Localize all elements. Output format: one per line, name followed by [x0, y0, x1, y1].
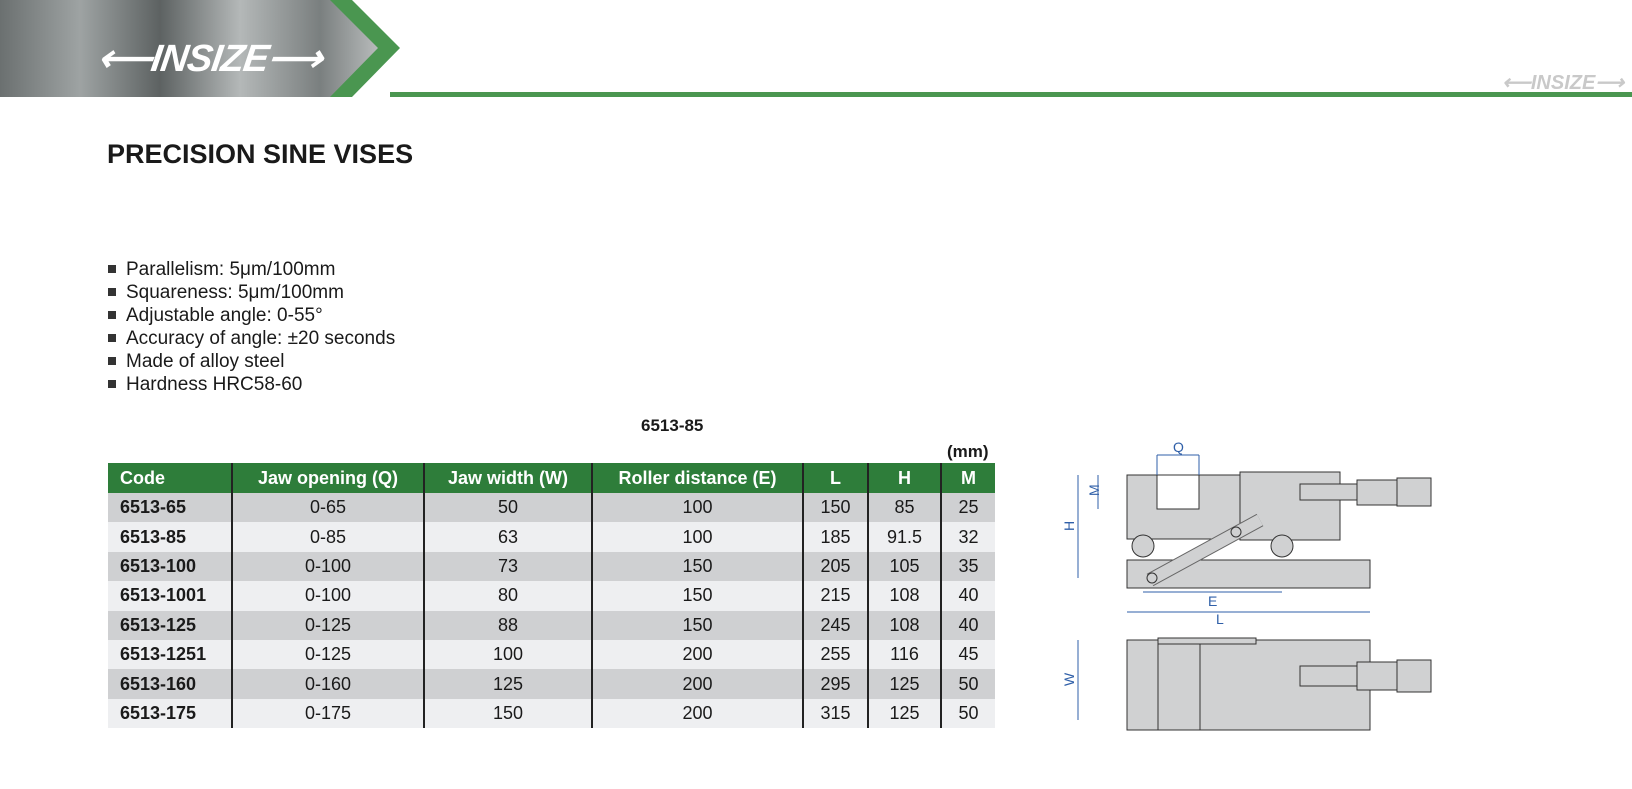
feature-item: Made of alloy steel [108, 350, 395, 373]
table-cell: 150 [591, 551, 803, 582]
table-cell: 45 [940, 639, 995, 670]
table-cell: 108 [867, 610, 941, 640]
table-row: 6513-1001 0-100 80 150 215 108 40 [108, 581, 995, 611]
feature-item: Accuracy of angle: ±20 seconds [108, 327, 395, 350]
feature-item: Parallelism: 5μm/100mm [108, 258, 395, 281]
table-cell: 40 [940, 610, 995, 640]
column-header: H [867, 463, 941, 493]
label-q: Q [1173, 440, 1184, 455]
table-cell: 85 [867, 493, 941, 523]
table-cell: 6513-1001 [108, 581, 232, 611]
table-cell: 205 [802, 551, 868, 582]
table-cell: 150 [802, 493, 868, 523]
table-row: 6513-100 0-100 73 150 205 105 35 [108, 551, 995, 582]
table-cell: 50 [940, 698, 995, 729]
label-m: M [1086, 484, 1102, 496]
table-row: 6513-175 0-175 150 200 315 125 50 [108, 698, 995, 729]
table-cell: 0-85 [231, 522, 424, 552]
table-cell: 100 [423, 639, 592, 670]
table-cell: 315 [802, 698, 868, 729]
table-cell: 73 [423, 551, 592, 582]
table-cell: 125 [867, 669, 941, 699]
table-cell: 35 [940, 551, 995, 582]
table-row: 6513-160 0-160 125 200 295 125 50 [108, 669, 995, 699]
header-banner: ⟵INSIZE⟶ ⟵INSIZE⟶ [0, 0, 1632, 97]
table-cell: 150 [423, 698, 592, 729]
table-cell: 150 [591, 610, 803, 640]
dimension-lines [1077, 454, 1370, 720]
table-cell: 50 [423, 493, 592, 523]
table-cell: 200 [591, 669, 803, 699]
table-cell: 200 [591, 639, 803, 670]
table-cell: 105 [867, 551, 941, 582]
page-title: PRECISION SINE VISES [107, 139, 414, 169]
table-cell: 0-125 [231, 639, 424, 670]
table-cell: 100 [591, 493, 803, 523]
table-cell: 0-65 [231, 493, 424, 523]
column-header: Code [108, 463, 232, 493]
table-cell: 108 [867, 581, 941, 611]
column-header: Jaw opening (Q) [231, 463, 424, 493]
column-header: M [940, 463, 995, 493]
table-cell: 0-160 [231, 669, 424, 699]
table-cell: 6513-125 [108, 610, 232, 640]
spec-table: Code Jaw opening (Q) Jaw width (W) Roller d… [108, 463, 995, 729]
table-cell: 0-125 [231, 610, 424, 640]
feature-item: Squareness: 5μm/100mm [108, 281, 395, 304]
table-row: 6513-125 0-125 88 150 245 108 40 [108, 610, 995, 640]
table-cell: 40 [940, 581, 995, 611]
model-label: 6513-85 [641, 416, 704, 435]
top-view [1126, 637, 1432, 731]
table-cell: 88 [423, 610, 592, 640]
table-cell: 185 [802, 522, 868, 552]
table-cell: 32 [940, 522, 995, 552]
table-cell: 255 [802, 639, 868, 670]
unit-label: (mm) [947, 442, 989, 461]
feature-list: Parallelism: 5μm/100mm Squareness: 5μm/10… [108, 258, 395, 396]
table-cell: 63 [423, 522, 592, 552]
table-cell: 80 [423, 581, 592, 611]
table-cell: 245 [802, 610, 868, 640]
column-header: Roller distance (E) [591, 463, 803, 493]
banner-photo [0, 0, 395, 97]
table-cell: 0-100 [231, 551, 424, 582]
column-header: Jaw width (W) [423, 463, 592, 493]
table-cell: 0-175 [231, 698, 424, 729]
table-cell: 0-100 [231, 581, 424, 611]
table-cell: 50 [940, 669, 995, 699]
table-row: 6513-85 0-85 63 100 185 91.5 32 [108, 522, 995, 552]
table-cell: 6513-175 [108, 698, 232, 729]
table-cell: 200 [591, 698, 803, 729]
feature-item: Adjustable angle: 0-55° [108, 304, 395, 327]
table-cell: 91.5 [867, 522, 941, 552]
table-cell: 100 [591, 522, 803, 552]
side-view [1126, 471, 1432, 589]
label-h: H [1061, 521, 1077, 531]
table-row: 6513-1251 0-125 100 200 255 116 45 [108, 639, 995, 670]
banner-line [390, 92, 1632, 97]
table-cell: 6513-160 [108, 669, 232, 699]
table-cell: 6513-1251 [108, 639, 232, 670]
table-cell: 116 [867, 639, 941, 670]
table-cell: 6513-65 [108, 493, 232, 523]
vise-diagram: Q M H E L W [1061, 440, 1432, 731]
table-cell: 125 [867, 698, 941, 729]
table-cell: 6513-85 [108, 522, 232, 552]
table-cell: 25 [940, 493, 995, 523]
table-cell: 125 [423, 669, 592, 699]
table-cell: 295 [802, 669, 868, 699]
insize-logo-small: ⟵INSIZE⟶ [1502, 72, 1624, 94]
column-header: L [802, 463, 868, 493]
label-l: L [1216, 611, 1224, 627]
feature-item: Hardness HRC58-60 [108, 373, 395, 396]
label-e: E [1208, 593, 1217, 609]
label-w: W [1061, 672, 1077, 686]
table-cell: 6513-100 [108, 551, 232, 582]
table-row: 6513-65 0-65 50 100 150 85 25 [108, 493, 995, 523]
table-cell: 215 [802, 581, 868, 611]
insize-logo: ⟵INSIZE⟶ [94, 38, 325, 80]
table-cell: 150 [591, 581, 803, 611]
